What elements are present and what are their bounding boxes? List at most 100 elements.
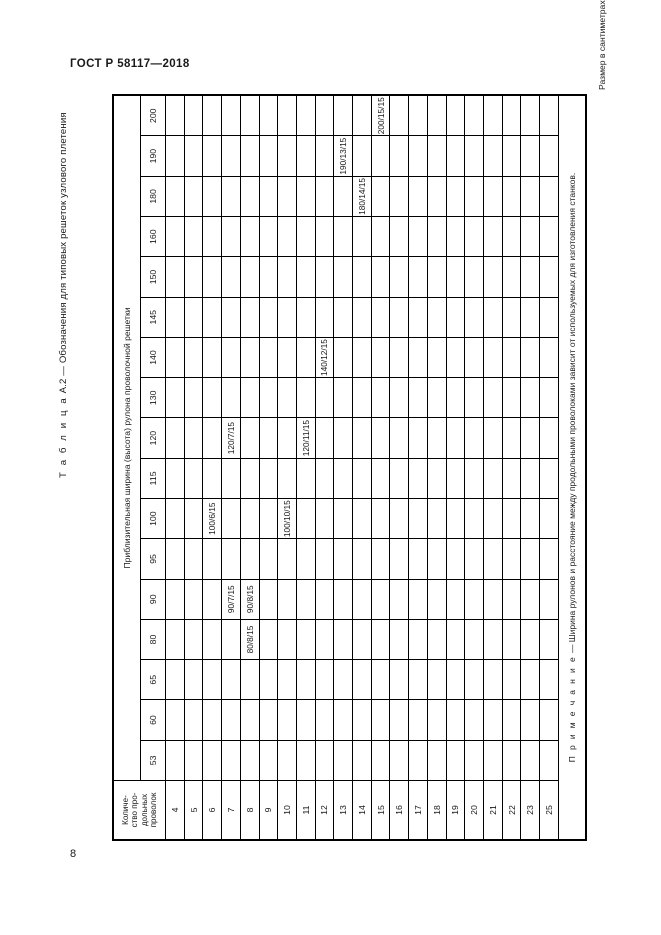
table-cell-empty — [427, 619, 447, 660]
table-cell-empty — [520, 95, 540, 136]
table-cell-empty — [371, 619, 390, 660]
table-cell-empty — [389, 619, 409, 660]
table-cell-empty — [389, 538, 409, 580]
column-header-size-120: 120 — [140, 417, 166, 459]
table-cell-empty — [483, 95, 503, 136]
table-cell-empty — [520, 377, 540, 418]
table-cell-empty — [202, 256, 222, 298]
table-cell-empty — [464, 176, 484, 217]
table-cell-empty — [427, 297, 447, 338]
table-cell-empty — [259, 699, 278, 741]
table-cell-empty — [315, 95, 334, 136]
table-cell-empty — [539, 136, 559, 177]
table-cell-empty — [446, 740, 465, 781]
table-cell-empty — [333, 417, 353, 459]
table-cell-empty — [427, 498, 447, 539]
table-cell-empty — [202, 619, 222, 660]
column-header-size-160: 160 — [140, 216, 166, 257]
table-cell-empty — [520, 659, 540, 700]
table-cell-empty — [277, 136, 297, 177]
table-cell-empty — [520, 417, 540, 459]
table-cell-value: 180/14/15 — [352, 176, 372, 217]
table-cell-empty — [333, 216, 353, 257]
table-cell-empty — [184, 699, 203, 741]
table-cell-empty — [464, 95, 484, 136]
table-cell-empty — [502, 377, 521, 418]
table-cell-value: 200/15/15 — [371, 95, 390, 136]
table-cell-empty — [221, 619, 241, 660]
lattice-designation: 180/14/15 — [356, 177, 367, 215]
table-cell-empty — [502, 458, 521, 499]
table-cell-empty — [446, 297, 465, 338]
table-caption-text: А.2 — Обозначения для типовых решеток уз… — [58, 112, 69, 397]
table-cell-empty — [277, 95, 297, 136]
row-header-wire-count-17: 17 — [408, 780, 428, 840]
table-cell-empty — [408, 740, 428, 781]
table-cell-empty — [296, 538, 316, 580]
table-cell-empty — [221, 498, 241, 539]
table-cell-empty — [483, 740, 503, 781]
row-header-wire-count-10: 10 — [277, 780, 297, 840]
table-cell-empty — [202, 176, 222, 217]
table-cell-empty — [240, 458, 260, 499]
table-cell-empty — [296, 740, 316, 781]
table-cell-empty — [202, 337, 222, 378]
table-cell-empty — [427, 136, 447, 177]
table-cell-empty — [333, 256, 353, 298]
table-cell-empty — [408, 417, 428, 459]
table-cell-empty — [520, 458, 540, 499]
table-cell-empty — [221, 699, 241, 741]
table-cell-empty — [427, 256, 447, 298]
table-caption: Т а б л и ц а А.2 — Обозначения для типо… — [58, 112, 69, 478]
table-cell-empty — [464, 256, 484, 298]
table-cell-empty — [259, 337, 278, 378]
table-cell-empty — [184, 256, 203, 298]
table-cell-empty — [296, 297, 316, 338]
table-cell-empty — [165, 297, 185, 338]
table-cell-value: 80/8/15 — [240, 619, 260, 660]
table-cell-empty — [259, 176, 278, 217]
table-cell-empty — [221, 337, 241, 378]
table-cell-empty — [427, 216, 447, 257]
table-cell-empty — [333, 579, 353, 620]
table-cell-empty — [259, 377, 278, 418]
table-cell-empty — [539, 256, 559, 298]
table-cell-empty — [221, 256, 241, 298]
table-cell-empty — [221, 538, 241, 580]
table-cell-empty — [389, 337, 409, 378]
column-header-size-145: 145 — [140, 297, 166, 338]
lattice-designation: 90/7/15 — [225, 585, 236, 614]
table-cell-empty — [502, 297, 521, 338]
row-header-wire-count-15: 15 — [371, 780, 390, 840]
table-cell-empty — [464, 579, 484, 620]
table-cell-empty — [296, 216, 316, 257]
row-header-wire-count-16: 16 — [389, 780, 409, 840]
table-cell-empty — [502, 699, 521, 741]
table-cell-empty — [277, 458, 297, 499]
table-cell-empty — [259, 538, 278, 580]
table-cell-empty — [202, 297, 222, 338]
table-cell-empty — [165, 699, 185, 741]
table-cell-empty — [464, 699, 484, 741]
table-cell-empty — [389, 699, 409, 741]
table-cell-empty — [408, 337, 428, 378]
table-cell-empty — [483, 297, 503, 338]
table-cell-empty — [221, 659, 241, 700]
table-cell-empty — [296, 579, 316, 620]
table-cell-empty — [184, 216, 203, 257]
table-cell-empty — [240, 417, 260, 459]
row-header-wire-count-7: 7 — [221, 780, 241, 840]
table-cell-empty — [202, 377, 222, 418]
table-cell-empty — [240, 297, 260, 338]
lattice-designation: 90/8/15 — [244, 585, 255, 614]
table-cell-empty — [483, 659, 503, 700]
table-cell-empty — [240, 699, 260, 741]
table-cell-empty — [539, 297, 559, 338]
table-cell-empty — [333, 458, 353, 499]
column-header-size-115: 115 — [140, 458, 166, 499]
table-cell-empty — [277, 659, 297, 700]
table-cell-empty — [502, 176, 521, 217]
table-cell-empty — [389, 95, 409, 136]
table-cell-empty — [446, 377, 465, 418]
table-cell-empty — [333, 619, 353, 660]
